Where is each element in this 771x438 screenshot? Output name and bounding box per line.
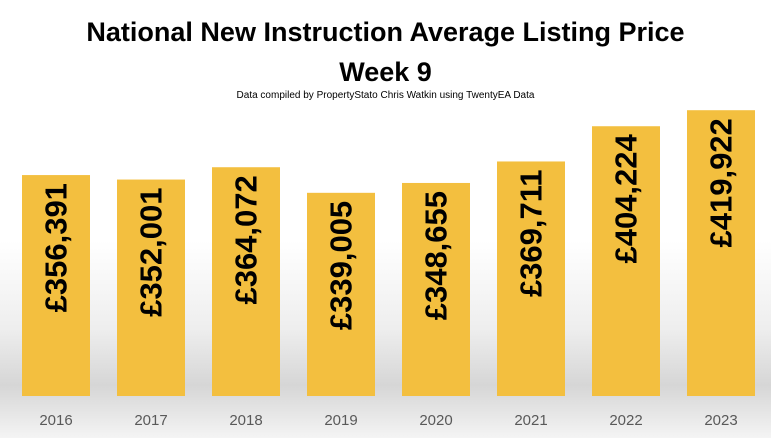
x-tick-label-2016: 2016 (39, 412, 72, 429)
bar-2017 (117, 179, 185, 396)
data-label-2017: £352,001 (134, 188, 169, 317)
data-label-group: £356,391 £352,001 £364,072 £339,005 £348,655… (39, 118, 739, 330)
chart-title-line-1: National New Instruction Average Listing… (86, 17, 685, 47)
data-label-2021: £369,711 (514, 169, 549, 297)
data-label-2016: £356,391 (39, 183, 74, 312)
bar-2016 (22, 175, 90, 396)
x-tick-label-2019: 2019 (324, 412, 357, 429)
chart-subtitle: Data compiled by PropertyStato Chris Wat… (236, 90, 535, 101)
x-tick-label-2023: 2023 (704, 412, 737, 429)
x-axis-tick-labels: 2016 2017 2018 2019 2020 2021 2022 2023 (39, 412, 737, 429)
bar-2023 (687, 110, 755, 396)
x-tick-label-2018: 2018 (229, 412, 262, 429)
bar-2020 (402, 182, 470, 396)
bar-group (22, 110, 755, 396)
data-label-2018: £364,072 (229, 175, 264, 304)
bar-2018 (212, 167, 280, 396)
bar-2019 (307, 192, 375, 396)
chart-title-line-2: Week 9 (339, 57, 432, 87)
x-tick-label-2022: 2022 (609, 412, 642, 429)
data-label-2020: £348,655 (419, 191, 454, 320)
data-label-2023: £419,922 (704, 118, 739, 247)
x-tick-label-2021: 2021 (514, 412, 547, 429)
bar-2021 (497, 161, 565, 396)
data-label-2019: £339,005 (324, 201, 359, 330)
data-label-2022: £404,224 (609, 133, 644, 263)
x-tick-label-2017: 2017 (134, 412, 167, 429)
bar-2022 (592, 126, 660, 396)
x-tick-label-2020: 2020 (419, 412, 452, 429)
